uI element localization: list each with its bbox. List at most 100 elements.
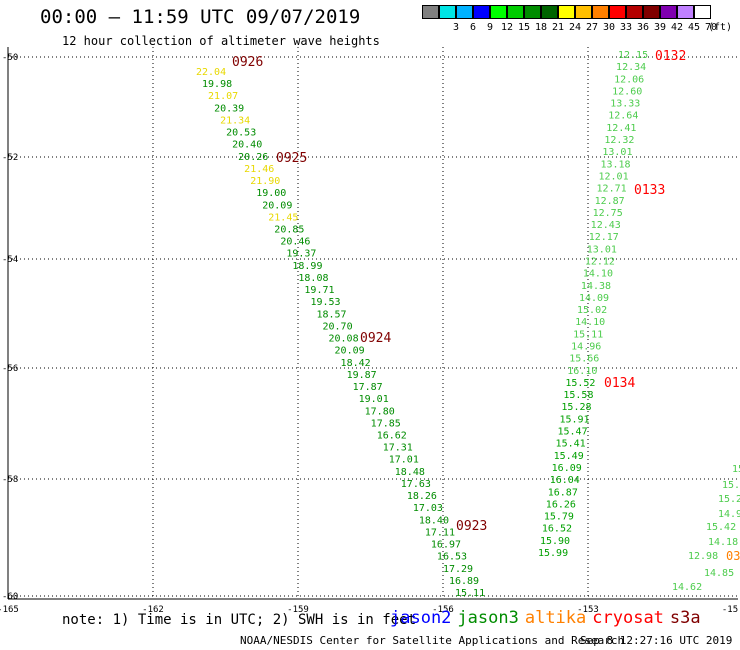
track-value: 20.70 — [322, 321, 352, 332]
track-value: 13.33 — [610, 99, 640, 110]
legend-swatch — [575, 5, 592, 19]
track-value: 12.60 — [612, 86, 642, 97]
track-value: 16.53 — [437, 552, 467, 563]
track-value: 20.53 — [226, 128, 256, 139]
track-value: 14.10 — [583, 269, 613, 280]
track-value: 20.85 — [274, 225, 304, 236]
lon-label: -162 — [142, 605, 164, 615]
track-value: 18.99 — [292, 261, 322, 272]
track-value: 15.66 — [569, 354, 599, 365]
legend-swatch — [456, 5, 473, 19]
legend-unit: (ft) — [708, 22, 733, 33]
note-text: note: 1) Time is in UTC; 2) SWH is in fe… — [62, 612, 417, 628]
track-value: 15.11 — [455, 588, 485, 599]
track-value: 17.11 — [425, 527, 455, 538]
track-value: 12.41 — [606, 123, 636, 134]
track-value: 15. — [722, 480, 740, 491]
pass-number-label: 0926 — [232, 55, 263, 70]
track-value: 18.26 — [407, 491, 437, 502]
track-value: 16.87 — [548, 487, 578, 498]
track-value: 19.00 — [256, 188, 286, 199]
track-value: 15.11 — [573, 329, 603, 340]
track-value: 20.46 — [280, 237, 310, 248]
lat-label: -52 — [2, 153, 18, 163]
track-value: 15 — [732, 464, 740, 475]
track-value: 17.85 — [371, 418, 401, 429]
track-value: 20.09 — [262, 200, 292, 211]
track-value: 15.49 — [554, 451, 584, 462]
legend-label: 33 — [619, 22, 633, 33]
satellite-altika: altika — [524, 608, 587, 628]
track-value: 16.09 — [552, 463, 582, 474]
track-value: 15.99 — [538, 548, 568, 559]
track-value: 14.85 — [704, 568, 734, 579]
legend-swatch — [473, 5, 490, 19]
track-value: 12.32 — [604, 135, 634, 146]
track-value: 14.38 — [581, 281, 611, 292]
track-value: 18.08 — [298, 273, 328, 284]
track-value: 14.98 — [718, 509, 740, 520]
pass-number-label: 0924 — [360, 331, 391, 346]
track-value: 15.79 — [544, 512, 574, 523]
track-value: 21.07 — [208, 91, 238, 102]
satellite-cryosat: cryosat — [592, 608, 664, 628]
legend-swatch — [541, 5, 558, 19]
track-value: 21.46 — [244, 164, 274, 175]
track-value: 20.08 — [329, 334, 359, 345]
legend-swatch — [677, 5, 694, 19]
track-value: 20.39 — [214, 103, 244, 114]
legend-swatch — [592, 5, 609, 19]
track-value: 18.57 — [316, 309, 346, 320]
track-value: 20.40 — [232, 140, 262, 151]
legend-label: 70 — [704, 22, 718, 33]
lon-label: -153 — [577, 605, 599, 615]
track-value: 13.01 — [602, 147, 632, 158]
legend-label: 9 — [486, 22, 494, 33]
legend-swatch — [609, 5, 626, 19]
track-value: 17.29 — [443, 564, 473, 575]
track-value: 15.91 — [559, 414, 589, 425]
map-subtitle: 12 hour collection of altimeter wave hei… — [62, 34, 380, 48]
track-value: 19.01 — [359, 394, 389, 405]
track-value: 18.40 — [419, 515, 449, 526]
legend-swatch — [439, 5, 456, 19]
track-value: 14.62 — [672, 582, 702, 593]
legend-swatch — [524, 5, 541, 19]
track-value: 17.80 — [365, 406, 395, 417]
track-value: 17.01 — [389, 455, 419, 466]
legend-label: 42 — [670, 22, 684, 33]
track-value: 19.71 — [304, 285, 334, 296]
track-value: 17.87 — [353, 382, 383, 393]
legend-label: 6 — [469, 22, 477, 33]
track-value: 17.63 — [401, 479, 431, 490]
legend-label: 36 — [636, 22, 650, 33]
track-value: 20.09 — [335, 346, 365, 357]
legend-swatch — [643, 5, 660, 19]
legend-swatch — [422, 5, 439, 19]
track-value: 15.2 — [718, 494, 740, 505]
credit-text: NOAA/NESDIS Center for Satellite Applica… — [240, 634, 625, 647]
track-value: 12.34 — [616, 62, 646, 73]
track-value: 12.01 — [598, 171, 628, 182]
satellite-jason3: jason3 — [457, 608, 519, 628]
track-value: 14.96 — [571, 342, 601, 353]
lon-label: -156 — [432, 605, 454, 615]
track-value: 21.45 — [268, 212, 298, 223]
track-value: 13.18 — [600, 159, 630, 170]
track-value: 14.09 — [579, 293, 609, 304]
track-value: 12.43 — [591, 220, 621, 231]
legend-swatch — [507, 5, 524, 19]
track-value: 18.42 — [341, 358, 371, 369]
satellite-jason2: jason2 — [390, 608, 452, 628]
legend-label: 39 — [653, 22, 667, 33]
track-value: 14.18 — [708, 537, 738, 548]
track-value: 12.75 — [593, 208, 623, 219]
track-value: 16.62 — [377, 430, 407, 441]
track-value: 17.03 — [413, 503, 443, 514]
map-title: 00:00 – 11:59 UTC 09/07/2019 — [40, 6, 361, 28]
pass-number-label: 0133 — [634, 183, 665, 198]
track-value: 15.41 — [556, 439, 586, 450]
track-value: 21.34 — [220, 115, 250, 126]
track-value: 19.87 — [347, 370, 377, 381]
